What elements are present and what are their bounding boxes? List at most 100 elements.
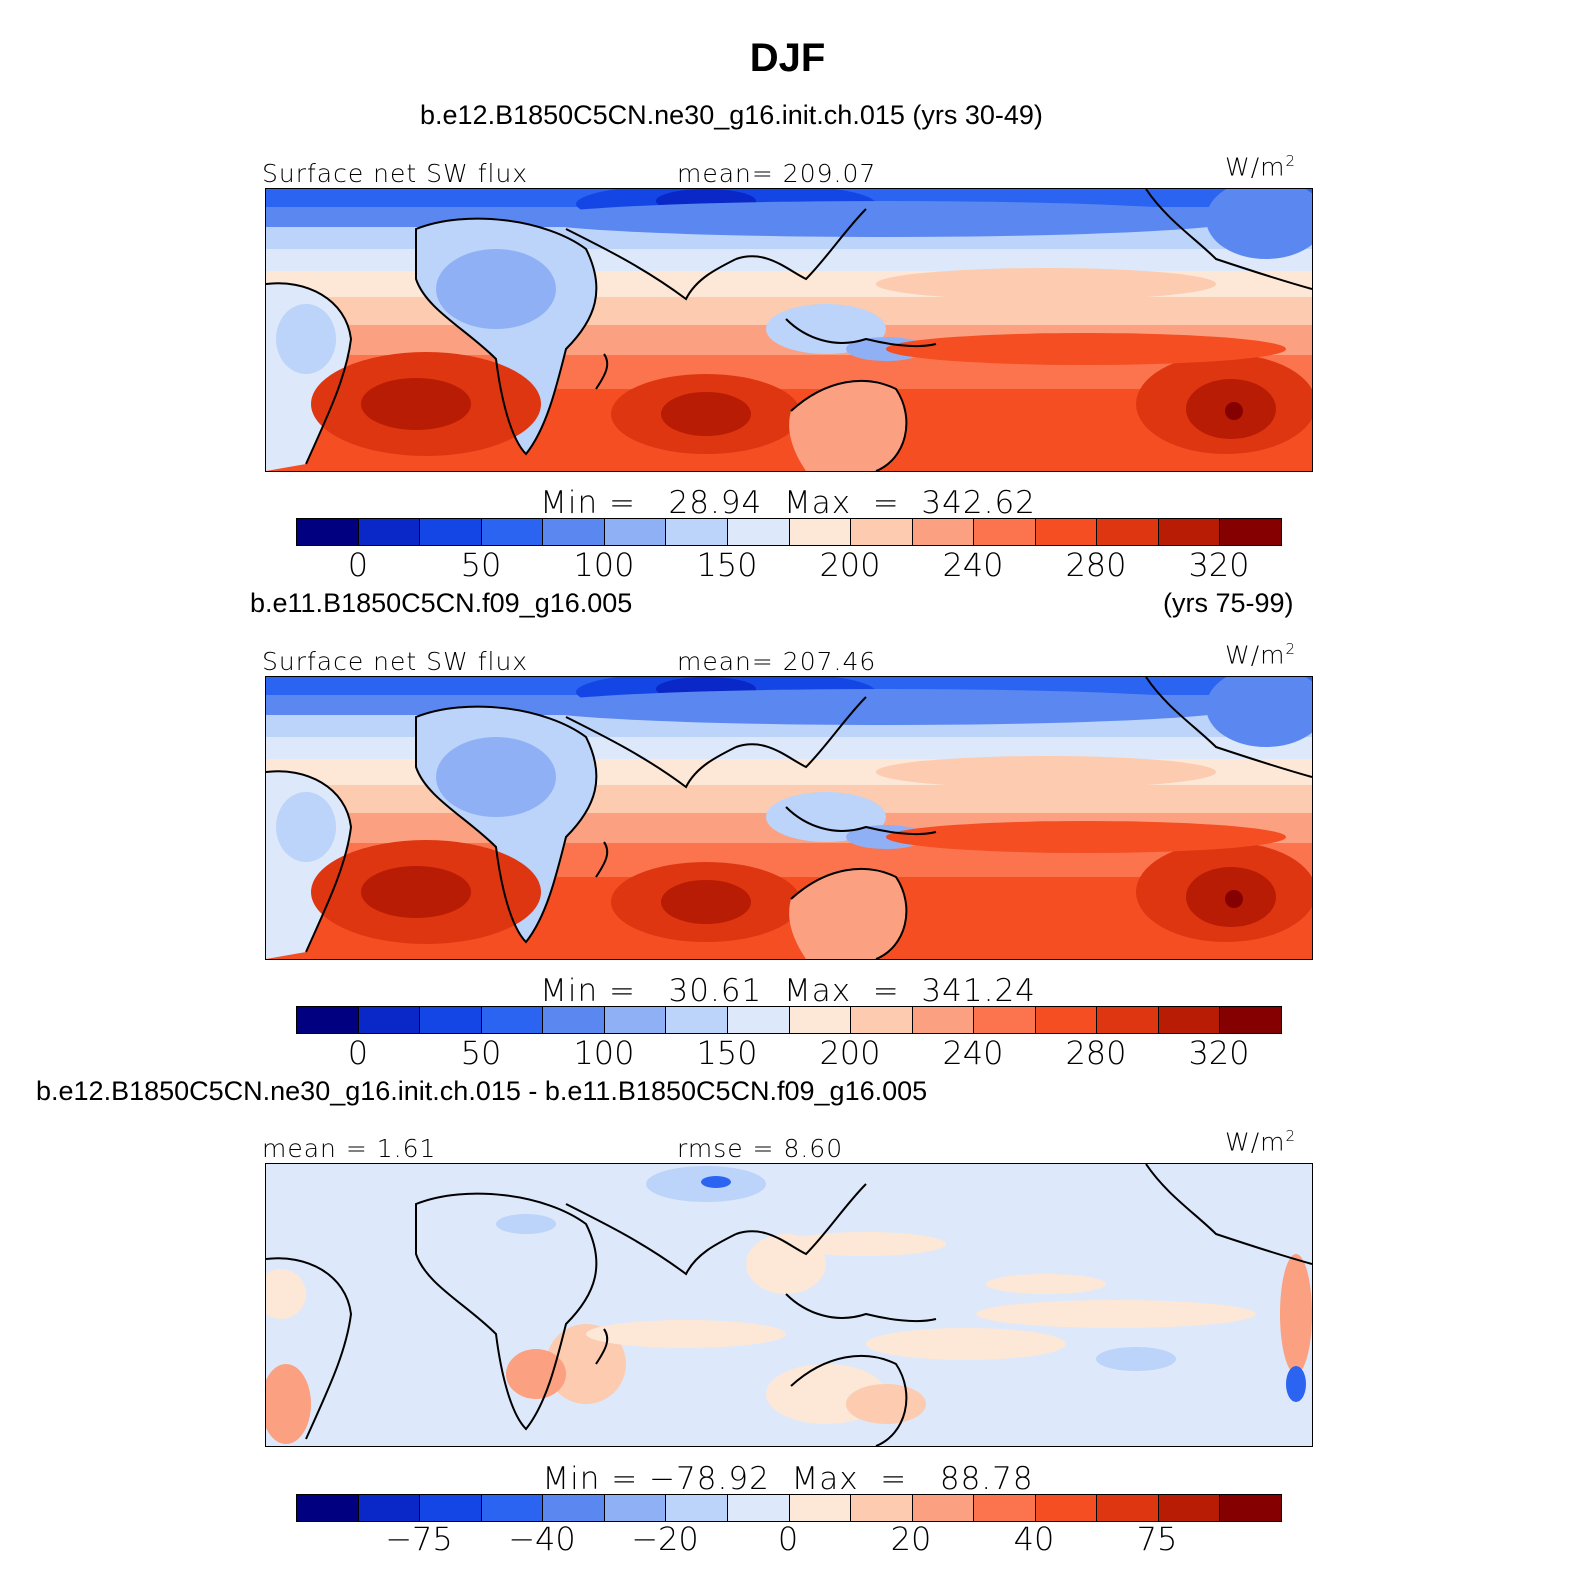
coastline — [565, 1203, 737, 1276]
colorbar-box — [851, 1007, 913, 1033]
panel-1-units-label: W/m2 — [1225, 152, 1297, 182]
contour-high — [361, 866, 471, 918]
coastline — [1145, 1164, 1312, 1265]
panel-1-colorbar — [296, 518, 1282, 546]
colorbar-box — [974, 1495, 1036, 1521]
colorbar-box — [974, 1007, 1036, 1033]
land-shade — [436, 737, 556, 817]
contour-band — [876, 268, 1216, 300]
colorbar-box — [1220, 1495, 1281, 1521]
colorbar-box — [604, 519, 667, 545]
coastline — [415, 705, 598, 944]
contour-max — [1225, 402, 1243, 420]
coastline — [790, 867, 908, 959]
colorbar-box — [912, 1007, 975, 1033]
colorbar-box — [727, 1007, 790, 1033]
colorbar-tick-label: 150 — [696, 1034, 758, 1072]
contour-positive — [266, 1364, 311, 1444]
colorbar-tick-label: 100 — [573, 1034, 635, 1072]
coastline — [735, 208, 867, 281]
colorbar-tick-label: −20 — [631, 1520, 699, 1558]
colorbar-box — [912, 1495, 975, 1521]
coastline — [595, 841, 609, 878]
coastline — [595, 353, 609, 390]
colorbar-box — [420, 519, 482, 545]
colorbar-tick-label: 40 — [1013, 1520, 1055, 1558]
colorbar-box — [481, 1495, 544, 1521]
figure-title: DJF — [749, 36, 826, 80]
contour-high — [361, 378, 471, 430]
contour-positive — [586, 1320, 786, 1348]
colorbar-tick-label: 320 — [1188, 546, 1250, 584]
panel-3-rmse-label: rmse = 8.60 — [677, 1134, 844, 1163]
contour-negative — [701, 1176, 731, 1188]
colorbar-box — [543, 1495, 605, 1521]
contour-positive — [1280, 1254, 1312, 1374]
colorbar-tick-label: 50 — [460, 546, 502, 584]
contour-positive — [506, 1349, 566, 1399]
colorbar-box — [1035, 1007, 1098, 1033]
colorbar-box — [1158, 1007, 1221, 1033]
colorbar-box — [666, 1495, 728, 1521]
colorbar-tick-label: 20 — [890, 1520, 932, 1558]
contour-band — [886, 821, 1286, 853]
contour-negative — [1096, 1347, 1176, 1371]
colorbar-box — [1158, 1495, 1221, 1521]
contour-positive — [266, 1269, 306, 1319]
coastline — [415, 217, 598, 456]
coastline — [415, 1192, 598, 1431]
colorbar-box — [666, 519, 728, 545]
colorbar-box — [727, 1495, 790, 1521]
contour-positive — [986, 1274, 1106, 1294]
coastline — [266, 282, 353, 465]
colorbar-tick-label: 0 — [347, 546, 369, 584]
colorbar-box — [543, 519, 605, 545]
colorbar-box — [358, 1495, 421, 1521]
colorbar-tick-label: 240 — [942, 546, 1004, 584]
contour-negative — [496, 1214, 556, 1234]
panel-2-field-label: Surface net SW flux — [262, 647, 529, 676]
coastline — [565, 716, 737, 789]
colorbar-tick-label: 50 — [460, 1034, 502, 1072]
panel-2-colorbar — [296, 1006, 1282, 1034]
panel-3-map — [265, 1163, 1313, 1447]
panel-2-case-label: b.e11.B1850C5CN.f09_g16.005 — [250, 588, 633, 618]
panel-3-case-label: b.e12.B1850C5CN.ne30_g16.init.ch.015 - b… — [36, 1076, 928, 1106]
colorbar-tick-label: 200 — [819, 546, 881, 584]
contour-positive — [786, 1232, 946, 1256]
colorbar-box — [1097, 1495, 1159, 1521]
panel-2-colorbar-ticks: 0 50 100 150 200 240 280 320 — [296, 1034, 1280, 1072]
land-shade — [276, 304, 336, 374]
contour-high — [661, 392, 751, 436]
colorbar-tick-label: 0 — [777, 1520, 799, 1558]
panel-1-contour-map — [266, 189, 1312, 471]
contour-high — [661, 880, 751, 924]
panel-2-mean-label: mean= 207.46 — [677, 647, 877, 676]
colorbar-box — [543, 1007, 605, 1033]
coastline — [735, 1183, 867, 1256]
contour-negative — [1286, 1366, 1306, 1402]
colorbar-box — [789, 1495, 852, 1521]
colorbar-box — [727, 519, 790, 545]
coastline — [266, 1257, 353, 1440]
contour-positive — [866, 1328, 1066, 1360]
panel-2-years-label: (yrs 75-99) — [1163, 588, 1294, 618]
colorbar-box — [1035, 1495, 1098, 1521]
colorbar-tick-label: 280 — [1065, 546, 1127, 584]
colorbar-box — [420, 1495, 482, 1521]
contour-low — [526, 689, 1246, 725]
land-shade — [436, 249, 556, 329]
panel-1-minmax-label: Min = 28.94 Max = 342.62 — [540, 485, 1036, 521]
panel-1-field-label: Surface net SW flux — [262, 159, 529, 188]
panel-1-colorbar-ticks: 0 50 100 150 200 240 280 320 — [296, 546, 1280, 584]
colorbar-box — [912, 519, 975, 545]
coastline — [266, 770, 353, 953]
colorbar-box — [666, 1007, 728, 1033]
colorbar-box — [1158, 519, 1221, 545]
colorbar-box — [604, 1495, 667, 1521]
colorbar-box — [481, 519, 544, 545]
panel-3-colorbar-ticks: −75 −40 −20 0 20 40 75 — [296, 1520, 1280, 1558]
colorbar-box — [1097, 519, 1159, 545]
contour-positive — [846, 1384, 926, 1424]
colorbar-box — [420, 1007, 482, 1033]
